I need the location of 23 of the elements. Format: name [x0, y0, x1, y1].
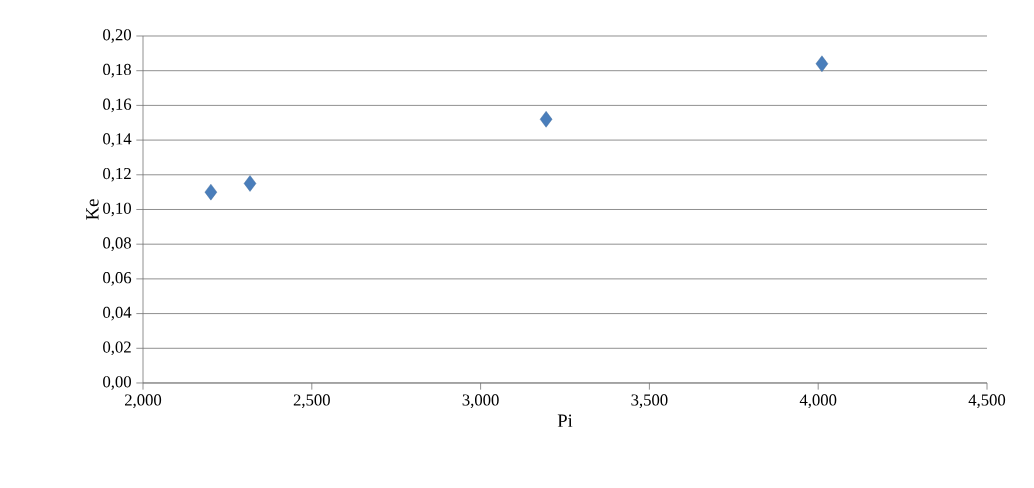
x-tick-label: 4,000	[799, 394, 837, 409]
x-tick-label: 2,500	[293, 394, 330, 409]
x-tick-label: 2,000	[124, 394, 162, 409]
point	[204, 183, 218, 201]
y-tick-label: 0,04	[103, 306, 132, 321]
y-tick-label: 0,18	[103, 63, 131, 78]
point	[815, 55, 829, 72]
point	[539, 111, 553, 128]
y-tick-label: 0,16	[103, 98, 132, 113]
point	[243, 175, 257, 192]
x-tick-label: 4,500	[968, 394, 1006, 409]
y-tick-label: 0,14	[103, 133, 132, 147]
y-tick-label: 0,02	[103, 341, 131, 356]
y-tick-label: 0,10	[103, 202, 131, 217]
y-axis-title: Ke	[86, 199, 99, 220]
y-tick-label: 0,00	[103, 376, 131, 390]
x-axis-title: Pi	[557, 414, 573, 427]
x-tick-label: 3,500	[631, 394, 668, 409]
x-tick-label: 3,000	[462, 394, 499, 409]
y-tick-label: 0,08	[103, 237, 131, 252]
y-tick-label: 0,06	[103, 272, 132, 286]
y-tick-label: 0,12	[103, 167, 131, 182]
y-tick-label: 0,20	[103, 29, 131, 43]
